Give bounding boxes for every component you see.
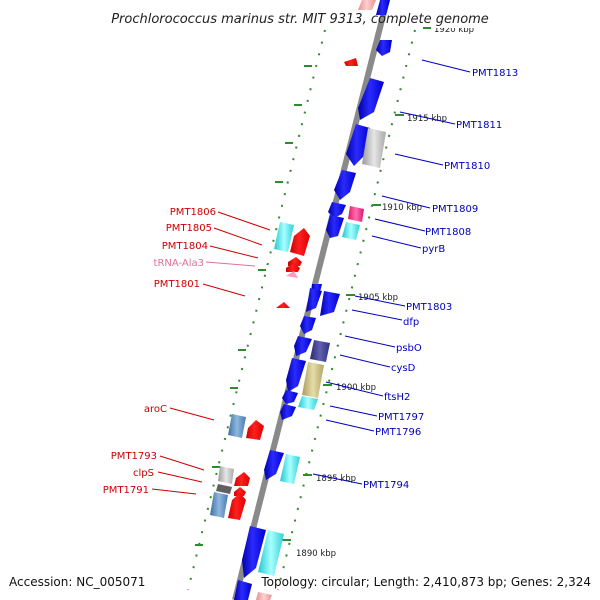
gene-label[interactable]: PMT1813: [472, 68, 518, 79]
gene-box[interactable]: [256, 592, 272, 600]
genome-title: Prochlorococcus marinus str. MIT 9313, c…: [111, 12, 489, 27]
gene-label[interactable]: PMT1808: [425, 227, 471, 238]
gene-labels-left: PMT1806 PMT1805 PMT1804 tRNA-Ala3 PMT180…: [103, 207, 216, 496]
gene-arrow-PMT1793[interactable]: [234, 472, 250, 486]
gene-label[interactable]: PMT1796: [375, 427, 421, 438]
gene-arrow[interactable]: [286, 358, 306, 392]
gene-label[interactable]: PMT1797: [378, 412, 424, 423]
gene-label[interactable]: aroC: [144, 404, 167, 415]
gene-arrow[interactable]: [344, 58, 358, 66]
gene-labels-right: PMT1813 PMT1811 PMT1810 PMT1809 PMT1808 …: [363, 68, 518, 491]
forward-strand-genes: [234, 0, 392, 600]
gene-label[interactable]: PMT1809: [432, 204, 478, 215]
gene-box-clpS[interactable]: [216, 484, 232, 494]
gene-arrow-PMT1809[interactable]: [334, 170, 356, 200]
gene-arrow-clpS[interactable]: [234, 487, 246, 496]
tick-marks: [187, 27, 431, 591]
gene-label[interactable]: tRNA-Ala3: [154, 258, 204, 269]
gene-label[interactable]: cysD: [391, 363, 416, 374]
gene-box-pyrB[interactable]: [342, 222, 360, 240]
gene-arrow[interactable]: [326, 215, 344, 238]
gene-label[interactable]: psbO: [396, 343, 422, 354]
scale-label: 1900 kbp: [336, 383, 376, 393]
gene-box[interactable]: [298, 396, 318, 410]
scale-label: 1915 kbp: [407, 114, 447, 124]
gene-box[interactable]: [258, 530, 284, 576]
scale-label: 1910 kbp: [382, 203, 422, 213]
gene-arrow[interactable]: [286, 263, 300, 272]
gene-label[interactable]: ftsH2: [384, 392, 410, 403]
scale-label: 1905 kbp: [358, 293, 398, 303]
gene-label[interactable]: PMT1806: [170, 207, 216, 218]
gene-arrow[interactable]: [264, 450, 284, 480]
gene-arrow-PMT1791[interactable]: [228, 493, 246, 520]
gene-label[interactable]: pyrB: [422, 244, 445, 255]
gene-arrow[interactable]: [242, 526, 266, 578]
gene-arrow-PMT1796[interactable]: [280, 404, 296, 420]
gene-arrow-PMT1813[interactable]: [358, 78, 384, 120]
gene-label[interactable]: PMT1810: [444, 161, 490, 172]
gene-arrow[interactable]: [328, 202, 346, 218]
accession-text: Accession: NC_005071: [9, 575, 145, 589]
gene-arrow-aroC[interactable]: [246, 420, 264, 440]
tick-row-outer: [277, 29, 416, 591]
gene-label[interactable]: PMT1811: [456, 120, 502, 131]
trna-marker-tRNA-Ala3[interactable]: [286, 271, 298, 278]
gene-arrow[interactable]: [376, 40, 392, 56]
gene-label[interactable]: PMT1804: [162, 241, 208, 252]
leader-lines-right: [312, 59, 471, 485]
gene-box-PMT1810[interactable]: [362, 128, 386, 168]
kbp-ticks: [195, 27, 431, 546]
gene-label[interactable]: clpS: [133, 468, 154, 479]
topology-text: Topology: circular; Length: 2,410,873 bp…: [260, 575, 591, 589]
tick-row-inner: [187, 29, 326, 591]
gene-label[interactable]: PMT1794: [363, 480, 409, 491]
leader-lines-left: [151, 211, 271, 495]
gene-label[interactable]: PMT1791: [103, 485, 149, 496]
gene-box-PMT1794[interactable]: [280, 454, 300, 484]
gene-box-cysD[interactable]: [310, 340, 330, 362]
gene-arrow-PMT1803[interactable]: [306, 288, 322, 312]
gene-arrow[interactable]: [376, 0, 390, 15]
gene-arrow-PMT1805[interactable]: [290, 228, 310, 256]
scale-label: 1890 kbp: [296, 549, 336, 559]
scale-labels: 1920 kbp 1915 kbp 1910 kbp 1905 kbp 1900…: [296, 25, 474, 559]
gene-arrow-PMT1797[interactable]: [282, 390, 298, 404]
gene-box-aroC[interactable]: [228, 414, 246, 438]
gene-arrow-PMT1804[interactable]: [288, 257, 302, 266]
gene-label[interactable]: PMT1801: [154, 279, 200, 290]
gene-box[interactable]: [358, 0, 376, 10]
gene-arrow-psbO[interactable]: [294, 336, 312, 356]
gene-box-PMT1806[interactable]: [274, 222, 294, 252]
gene-label[interactable]: dfp: [403, 317, 419, 328]
gene-label[interactable]: PMT1793: [111, 451, 157, 462]
gene-box-PMT1808[interactable]: [348, 206, 364, 222]
gene-box-PMT1793[interactable]: [218, 466, 234, 484]
gene-box-PMT1791[interactable]: [210, 492, 228, 518]
gene-arrow[interactable]: [234, 580, 252, 600]
reverse-strand-genes: [210, 0, 376, 520]
gene-label[interactable]: PMT1803: [406, 302, 452, 313]
gene-arrow-dfp[interactable]: [320, 291, 340, 316]
gene-arrow[interactable]: [300, 316, 316, 334]
gene-label[interactable]: PMT1805: [166, 223, 212, 234]
scale-label-partial: 1920 kbp: [434, 25, 474, 35]
gene-box-ftsH2[interactable]: [302, 362, 324, 398]
gene-arrow-PMT1801[interactable]: [276, 302, 290, 308]
